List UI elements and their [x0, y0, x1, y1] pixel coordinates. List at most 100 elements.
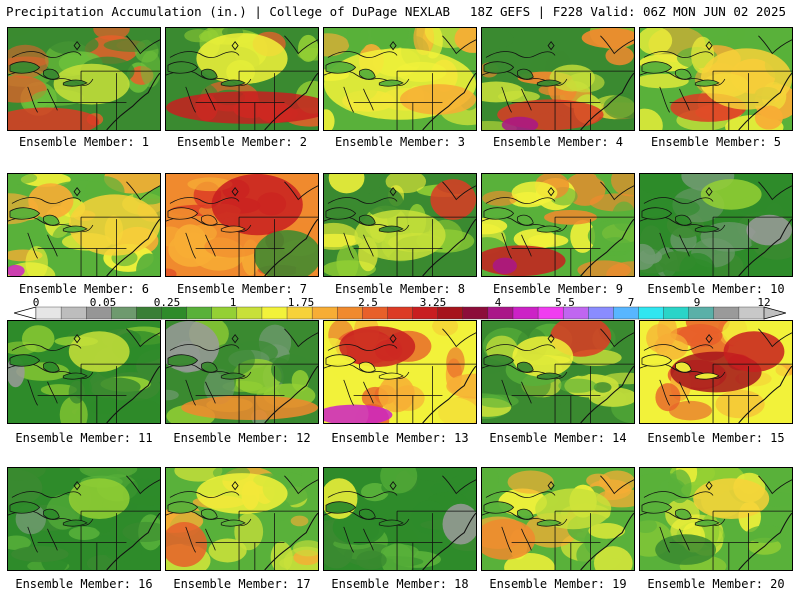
precip-maximum-area — [339, 326, 416, 367]
ensemble-member-label: Ensemble Member: 19 — [489, 577, 627, 591]
great-lakes — [167, 61, 246, 87]
location-marker-icon — [389, 480, 397, 491]
ensemble-member-label: Ensemble Member: 16 — [15, 577, 153, 591]
location-marker-icon — [547, 333, 555, 344]
ensemble-member-map — [481, 173, 635, 277]
location-marker-icon — [73, 333, 81, 344]
precip-maximum-area — [166, 91, 318, 124]
great-lakes — [483, 354, 562, 380]
great-lakes — [325, 501, 404, 527]
precip-map-svg — [166, 321, 318, 423]
precip-map-svg — [640, 28, 792, 130]
location-marker-icon — [705, 186, 713, 197]
model-run-info: 18Z GEFS | F228 Valid: 06Z MON JUN 02 20… — [469, 4, 786, 19]
ensemble-member-label: Ensemble Member: 11 — [15, 431, 153, 445]
ensemble-member-label: Ensemble Member: 7 — [176, 282, 308, 296]
precip-maximum-area — [196, 473, 288, 514]
precip-maximum-area — [655, 534, 716, 565]
great-lakes — [167, 207, 246, 233]
precip-maximum-area — [181, 395, 318, 420]
location-marker-icon — [547, 480, 555, 491]
precip-maximum-area — [68, 478, 130, 519]
precip-map-svg — [8, 28, 160, 130]
location-marker-icon — [389, 186, 397, 197]
ensemble-member-map — [165, 467, 319, 571]
precip-map-svg — [166, 174, 318, 276]
colorbar-tick-label: 0 — [32, 296, 40, 309]
ensemble-member-label: Ensemble Member: 5 — [650, 135, 782, 149]
great-lakes — [9, 501, 88, 527]
colorbar-swatch — [35, 306, 62, 320]
great-lakes — [167, 501, 246, 527]
great-lakes — [483, 207, 562, 233]
ensemble-member-map — [165, 173, 319, 277]
precip-map-svg — [324, 321, 476, 423]
ensemble-member-label: Ensemble Member: 15 — [647, 431, 785, 445]
colorbar-swatch — [613, 306, 639, 320]
great-lakes — [483, 501, 562, 527]
colorbar-tick-label: 0.05 — [89, 296, 117, 309]
precip-maximum-area — [442, 503, 476, 545]
colorbar-swatch — [713, 306, 740, 320]
precip-map-svg — [324, 28, 476, 130]
precip-maximum-area — [535, 488, 612, 530]
precip-maximum-area — [400, 84, 476, 115]
location-marker-icon — [73, 186, 81, 197]
precip-map-svg — [166, 28, 318, 130]
ensemble-member-label: Ensemble Member: 14 — [489, 431, 627, 445]
location-marker-icon — [231, 186, 239, 197]
great-lakes — [641, 207, 720, 233]
ensemble-member-label: Ensemble Member: 10 — [647, 282, 785, 296]
location-marker-icon — [73, 480, 81, 491]
precip-maximum-area — [492, 257, 517, 274]
map-boundaries — [166, 328, 318, 423]
precip-maximum-area — [68, 331, 130, 372]
colorbar-swatch — [663, 306, 690, 320]
ensemble-member-label: Ensemble Member: 2 — [176, 135, 308, 149]
precip-map-svg — [482, 468, 634, 570]
precip-map-svg — [640, 468, 792, 570]
ensemble-member-map — [639, 320, 793, 424]
precip-map-svg — [324, 174, 476, 276]
colorbar-tick-label: 1 — [229, 296, 237, 309]
ensemble-member-map — [165, 27, 319, 131]
colorbar-tick-label: 5.5 — [555, 296, 575, 309]
great-lakes — [9, 61, 88, 87]
ensemble-member-map — [481, 467, 635, 571]
ensemble-member-map — [7, 173, 161, 277]
location-marker-icon — [705, 333, 713, 344]
colorbar-swatch — [688, 306, 715, 320]
precip-maximum-area — [68, 194, 160, 256]
colorbar-tick-label: 7 — [627, 296, 635, 309]
precip-map-svg — [166, 468, 318, 570]
precip-maximum-area — [211, 174, 303, 236]
location-marker-icon — [547, 186, 555, 197]
ensemble-member-label: Ensemble Member: 6 — [18, 282, 150, 296]
location-marker-icon — [73, 40, 81, 51]
ensemble-member-label: Ensemble Member: 9 — [492, 282, 624, 296]
ensemble-member-map — [7, 27, 161, 131]
precip-maximum-area — [53, 63, 130, 105]
colorbar-tick-label: 0.25 — [153, 296, 181, 309]
colorbar-swatch — [588, 306, 614, 320]
precip-maximum-area — [700, 48, 792, 110]
ensemble-member-label: Ensemble Member: 20 — [647, 577, 785, 591]
great-lakes — [325, 61, 404, 87]
great-lakes — [483, 61, 562, 87]
map-title: Precipitation Accumulation (in.) | Colle… — [6, 4, 451, 19]
precip-map-svg — [324, 468, 476, 570]
great-lakes — [9, 207, 88, 233]
precip-map-svg — [640, 174, 792, 276]
ensemble-member-label: Ensemble Member: 18 — [331, 577, 469, 591]
ensemble-member-map — [639, 173, 793, 277]
ensemble-member-map — [7, 320, 161, 424]
great-lakes — [9, 354, 88, 380]
precip-map-svg — [8, 321, 160, 423]
precip-map-svg — [640, 321, 792, 423]
precip-maximum-area — [324, 404, 393, 423]
ensemble-member-map — [481, 320, 635, 424]
colorbar-tick-label: 2.5 — [358, 296, 378, 309]
location-marker-icon — [231, 333, 239, 344]
ensemble-member-label: Ensemble Member: 17 — [173, 577, 311, 591]
precip-map-svg — [482, 321, 634, 423]
